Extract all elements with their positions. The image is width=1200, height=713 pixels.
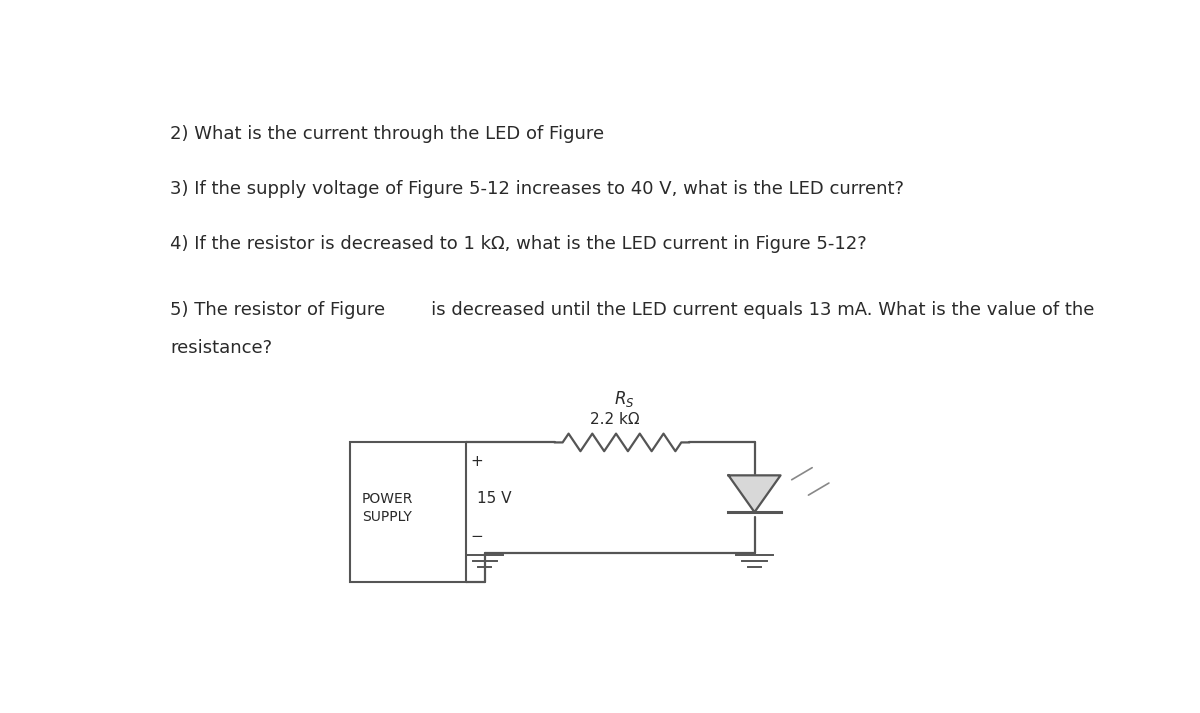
Text: 3) If the supply voltage of Figure 5-12 increases to 40 V, what is the LED curre: 3) If the supply voltage of Figure 5-12 … [170,180,905,198]
Text: 2.2 kΩ: 2.2 kΩ [590,412,640,427]
Text: 5) The resistor of Figure        is decreased until the LED current equals 13 mA: 5) The resistor of Figure is decreased u… [170,301,1094,319]
Text: POWER
SUPPLY: POWER SUPPLY [361,492,413,525]
Text: 2) What is the current through the LED of Figure: 2) What is the current through the LED o… [170,125,605,143]
Text: −: − [470,529,482,544]
Text: $R_S$: $R_S$ [614,389,635,409]
Text: 4) If the resistor is decreased to 1 kΩ, what is the LED current in Figure 5-12?: 4) If the resistor is decreased to 1 kΩ,… [170,235,868,253]
Text: 15 V: 15 V [478,491,512,506]
Polygon shape [728,476,780,512]
Text: +: + [470,454,482,469]
FancyBboxPatch shape [350,442,466,583]
Text: resistance?: resistance? [170,339,272,357]
